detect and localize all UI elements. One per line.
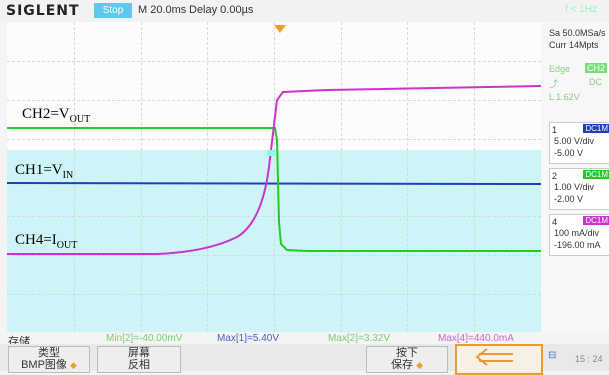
screen-softkey[interactable]: 屏幕 反相	[97, 346, 181, 373]
grid-line	[141, 22, 142, 332]
trigger-coupling: DC	[589, 77, 602, 87]
softkey-value: 保存 ◆	[391, 359, 423, 371]
delay-readout[interactable]: Delay 0.00µs	[189, 4, 254, 16]
ch4-label: CH4=IOUT	[15, 232, 78, 251]
trigger-edge-icon: ⤴	[549, 79, 559, 89]
channel-coupling: DC1M	[583, 124, 609, 133]
channel-2-box[interactable]: 2 DC1M 1.00 V/div -2.00 V	[549, 168, 609, 210]
grid-line	[341, 22, 342, 332]
softkey-label: 类型	[38, 347, 60, 359]
back-button[interactable]	[455, 344, 543, 375]
softkey-value: BMP图像 ◆	[21, 359, 77, 371]
run-stop-button[interactable]: Stop	[94, 3, 132, 18]
grid-line	[7, 216, 541, 217]
memory-depth: Curr 14Mpts	[549, 40, 599, 50]
ch4-trace	[7, 85, 541, 255]
softkey-value: 反相	[128, 359, 150, 371]
chevron-down-icon: ◆	[69, 360, 77, 370]
measure-max1: Max[1]=5.40V	[217, 333, 279, 344]
ch2-label: CH2=VOUT	[22, 106, 91, 125]
chevron-icon: ◆	[416, 360, 423, 370]
channel-scale: 5.00 V/div	[554, 136, 595, 146]
clock: 15 : 24	[575, 354, 603, 364]
grid-line	[407, 22, 408, 332]
grid-line	[7, 294, 541, 295]
trigger-mode: Edge	[549, 64, 571, 74]
grid-line	[274, 22, 275, 332]
frequency-readout: f < 1Hz	[565, 4, 597, 15]
grid-line	[207, 22, 208, 332]
measure-max2: Max[2]=3.32V	[328, 333, 390, 344]
grid-line	[7, 255, 541, 256]
type-softkey[interactable]: 类型 BMP图像 ◆	[8, 346, 90, 373]
ch1-trace	[7, 182, 541, 185]
ch1-label: CH1=VIN	[15, 162, 74, 181]
channel-number: 1	[552, 125, 558, 135]
waveform-traces	[7, 25, 541, 255]
top-status-bar: SIGLENT Stop M 20.0ms Delay 0.00µs f < 1…	[0, 0, 609, 22]
channel-coupling: DC1M	[583, 170, 609, 179]
grid-line	[474, 22, 475, 332]
trigger-position-marker	[274, 25, 286, 33]
softkey-bar: 类型 BMP图像 ◆ 屏幕 反相 按下 保存 ◆ ⊟ 15 : 24	[0, 344, 609, 375]
channel-scale: 100 mA/div	[554, 228, 600, 238]
trigger-level: L 1.62V	[549, 92, 580, 102]
timebase-readout[interactable]: M 20.0ms	[138, 4, 187, 16]
channel-coupling: DC1M	[583, 216, 609, 225]
grid-line	[7, 100, 541, 101]
right-info-panel: Sa 50.0MSa/s Curr 14Mpts Edge CH2 ⤴ DC L…	[541, 22, 609, 332]
ch2-trace	[7, 127, 541, 252]
softkey-label: 屏幕	[128, 347, 150, 359]
trigger-source[interactable]: CH2	[585, 63, 608, 73]
waveform-display[interactable]: CH2=VOUT CH1=VIN CH4=IOUT	[7, 22, 541, 332]
channel-offset: -2.00 V	[554, 194, 584, 204]
grid-line	[7, 139, 541, 140]
grid-line	[7, 61, 541, 62]
measure-max4: Max[4]=440.0mA	[438, 333, 514, 344]
channel-offset: -196.00 mA	[554, 240, 601, 250]
return-arrow-icon	[475, 348, 513, 366]
channel-number: 4	[552, 217, 558, 227]
sample-rate: Sa 50.0MSa/s	[549, 28, 606, 38]
softkey-label: 按下	[396, 347, 418, 359]
grid-line	[74, 22, 75, 332]
channel-scale: 1.00 V/div	[554, 182, 595, 192]
channel-offset: -5.00 V	[554, 148, 584, 158]
brand-logo: SIGLENT	[6, 3, 80, 19]
save-softkey[interactable]: 按下 保存 ◆	[366, 346, 448, 373]
channel-4-box[interactable]: 4 DC1M 100 mA/div -196.00 mA	[549, 214, 609, 256]
channel-number: 2	[552, 171, 558, 181]
measure-min2: Min[2]=-40.00mV	[106, 333, 183, 344]
trigger-edge-marker	[267, 150, 275, 156]
channel-1-box[interactable]: 1 DC1M 5.00 V/div -5.00 V	[549, 122, 609, 164]
usb-icon: ⊟	[548, 350, 557, 361]
